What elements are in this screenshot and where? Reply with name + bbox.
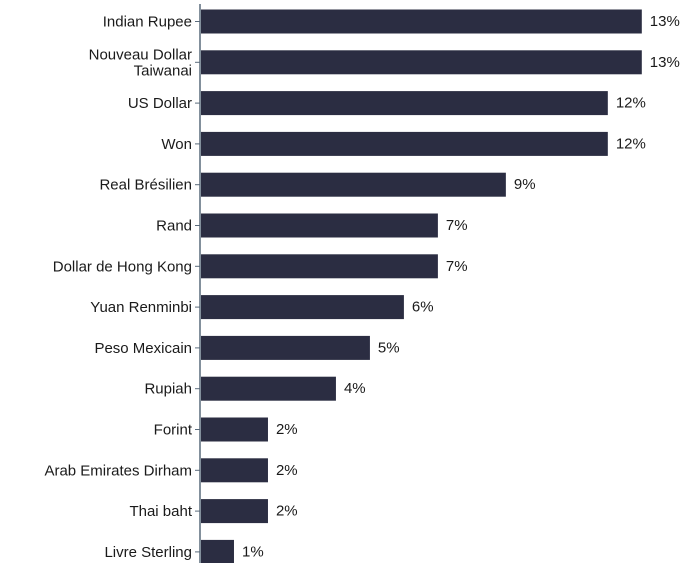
bar-7 (201, 295, 404, 320)
category-label-10: Forint (154, 421, 193, 438)
data-label-11: 2% (276, 462, 298, 479)
data-label-1: 13% (650, 54, 680, 71)
data-label-8: 5% (378, 339, 400, 356)
category-label-0: Indian Rupee (103, 13, 192, 30)
data-label-10: 2% (276, 421, 298, 438)
bar-2 (201, 91, 608, 116)
bar-12 (201, 499, 268, 524)
data-label-12: 2% (276, 503, 298, 520)
bar-0 (201, 9, 642, 34)
data-label-7: 6% (412, 299, 434, 316)
bar-5 (201, 213, 438, 238)
category-label-8: Peso Mexicain (94, 339, 192, 356)
category-label-11: Arab Emirates Dirham (44, 462, 192, 479)
category-label-3: Won (161, 135, 192, 152)
category-label-13: Livre Sterling (104, 543, 192, 560)
category-label-6: Dollar de Hong Kong (53, 258, 192, 275)
bar-8 (201, 335, 370, 360)
category-label-5: Rand (156, 217, 192, 234)
data-label-13: 1% (242, 543, 264, 560)
category-label-2: US Dollar (128, 95, 192, 112)
data-label-3: 12% (616, 135, 646, 152)
data-label-9: 4% (344, 380, 366, 397)
bar-4 (201, 172, 506, 197)
data-label-5: 7% (446, 217, 468, 234)
bar-10 (201, 417, 268, 442)
data-label-6: 7% (446, 258, 468, 275)
category-label-12: Thai baht (129, 503, 192, 520)
data-label-4: 9% (514, 176, 536, 193)
bar-1 (201, 50, 642, 75)
bar-3 (201, 131, 608, 156)
bar-9 (201, 376, 336, 401)
category-label-7: Yuan Renminbi (90, 299, 192, 316)
data-label-0: 13% (650, 13, 680, 30)
data-label-2: 12% (616, 95, 646, 112)
bar-13 (201, 539, 234, 564)
category-label-4: Real Brésilien (99, 176, 192, 193)
category-label-1: Nouveau Dollar Taiwanai (89, 46, 192, 79)
bar-11 (201, 458, 268, 483)
category-label-9: Rupiah (144, 380, 192, 397)
bar-6 (201, 254, 438, 279)
